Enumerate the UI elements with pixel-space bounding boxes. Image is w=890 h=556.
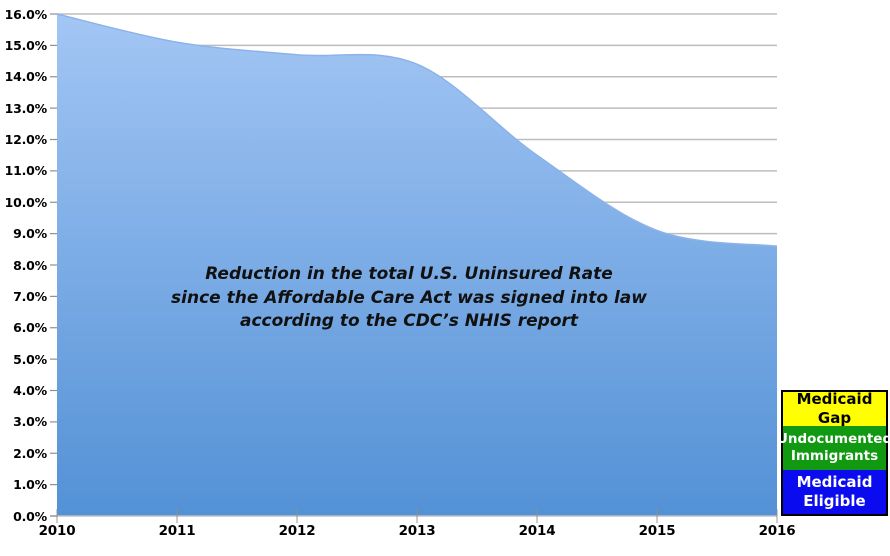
y-axis-tick-label: 13.0% bbox=[4, 100, 48, 116]
y-axis-tick-label: 6.0% bbox=[13, 320, 47, 336]
y-axis-tick-label: 16.0% bbox=[4, 6, 48, 22]
y-axis-tick-label: 8.0% bbox=[13, 257, 47, 273]
x-axis-tick-label: 2012 bbox=[278, 523, 316, 539]
annotation-line-2: since the Affordable Care Act was signed… bbox=[171, 287, 647, 308]
y-axis-tick-label: 3.0% bbox=[13, 414, 47, 430]
y-axis-tick-label: 12.0% bbox=[4, 132, 48, 147]
legend-item-undocumented: Undocumented Immigrants bbox=[777, 426, 890, 470]
chart-legend: Medicaid Gap Undocumented Immigrants Medic… bbox=[777, 390, 890, 516]
legend-item-medicaid: Medicaid Eligible bbox=[783, 470, 886, 514]
y-axis-tick-label: 10.0% bbox=[4, 194, 48, 210]
uninsured-rate-area-series bbox=[57, 14, 777, 516]
y-axis-tick-label: 0.0% bbox=[13, 508, 47, 524]
x-axis-tick-label: 2015 bbox=[638, 523, 676, 539]
chart-annotation: Reduction in the total U.S. Uninsured Ra… bbox=[170, 263, 648, 334]
x-axis-tick-label: 2013 bbox=[398, 523, 436, 539]
y-axis-tick-label: 14.0% bbox=[4, 69, 48, 85]
y-axis-tick-label: 15.0% bbox=[4, 37, 48, 53]
y-axis-tick-label: 11.0% bbox=[4, 163, 48, 179]
x-axis-tick-label: 2014 bbox=[518, 523, 556, 539]
x-axis-tick-label: 2016 bbox=[758, 523, 796, 539]
uninsured-rate-series-edge bbox=[56, 13, 778, 247]
y-axis-tick-label: 1.0% bbox=[13, 477, 47, 493]
legend-item-medicaid: Medicaid Gap bbox=[783, 390, 886, 427]
x-axis-tick-label: 2010 bbox=[38, 523, 76, 539]
axis-tick-marks bbox=[50, 13, 778, 523]
x-axis-tick-label: 2011 bbox=[158, 523, 196, 539]
annotation-line-1: Reduction in the total U.S. Uninsured Ra… bbox=[205, 264, 613, 284]
y-axis-tick-label: 9.0% bbox=[13, 226, 47, 242]
y-axis-tick-label: 2.0% bbox=[13, 445, 47, 461]
annotation-line-3: according to the CDC’s NHIS report bbox=[239, 311, 579, 331]
y-axis-tick-label: 7.0% bbox=[13, 288, 47, 304]
y-axis-tick-label: 4.0% bbox=[13, 383, 47, 398]
y-axis-tick-label: 5.0% bbox=[13, 351, 47, 367]
